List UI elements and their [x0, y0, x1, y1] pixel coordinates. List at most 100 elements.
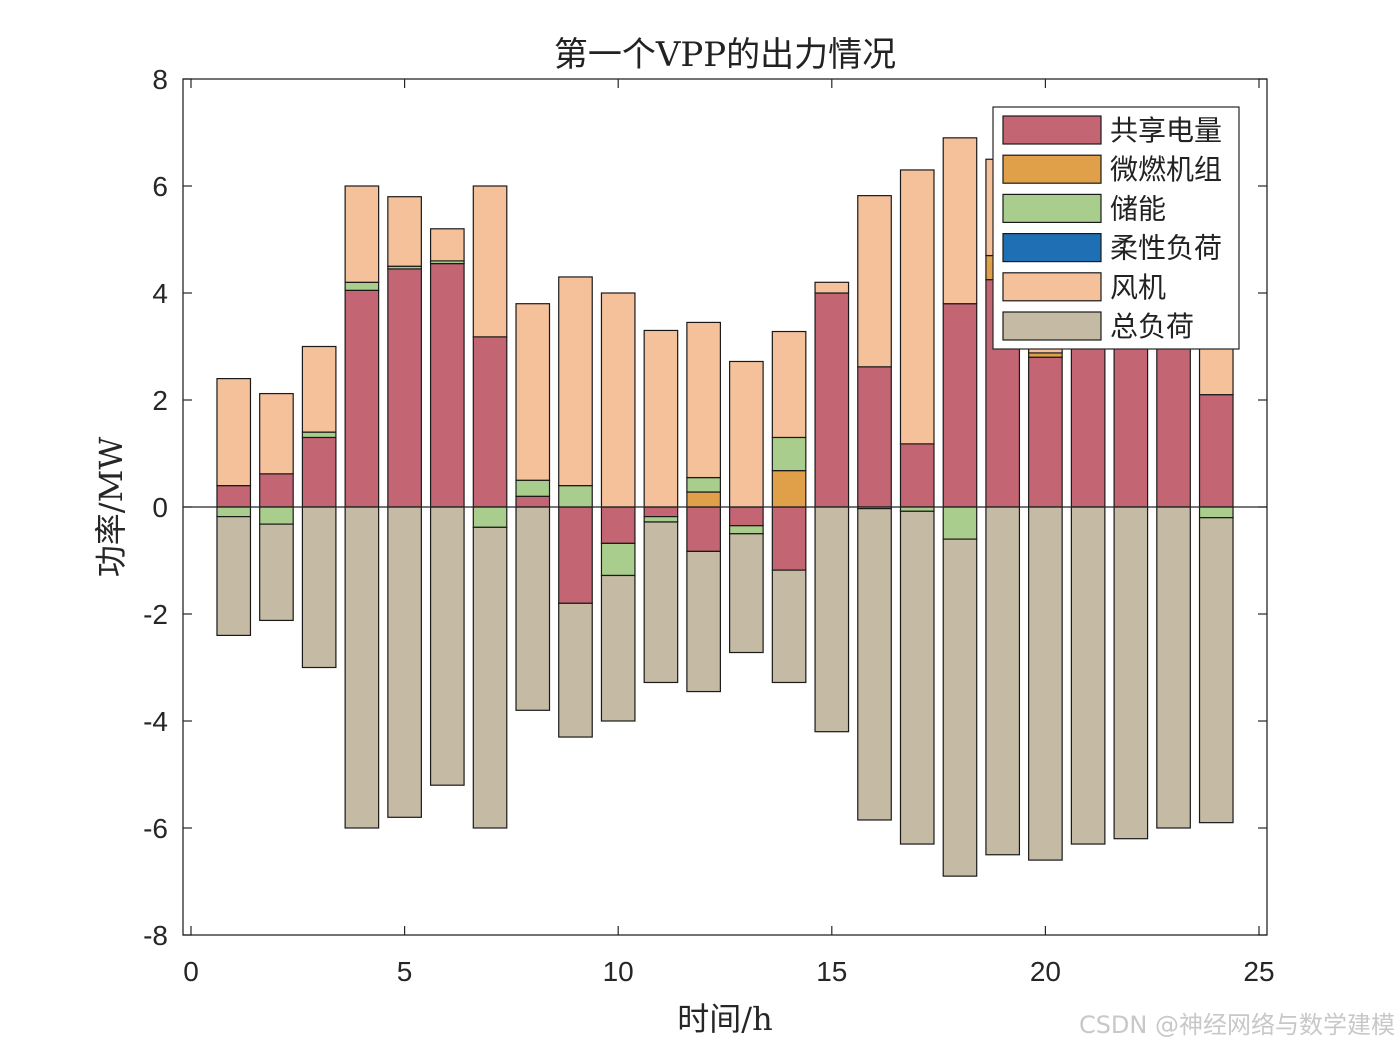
bar-segment-s5-h24: [1198, 517, 1234, 824]
y-tick-label: -4: [143, 706, 168, 737]
bar-segment-s5-h9: [558, 602, 593, 738]
legend-label-0: 共享电量: [1110, 114, 1222, 147]
bar-segment-s4-h8: [515, 303, 551, 481]
bar-segment-s0-h17: [899, 443, 935, 508]
legend-swatch-1: [1002, 154, 1102, 184]
legend-label-5: 总负荷: [1110, 310, 1194, 343]
bar-segment-s4-h15: [814, 281, 850, 294]
y-tick-label: -8: [143, 920, 168, 951]
y-tick-label: -2: [143, 599, 168, 630]
bar-segment-s2-h7: [472, 506, 508, 528]
y-tick-label: 0: [152, 492, 168, 523]
bar-segment-s2-h14: [771, 436, 807, 472]
legend-swatch-4: [1002, 272, 1102, 302]
bar-segment-s5-h22: [1113, 506, 1149, 840]
bar-segment-s0-h8: [515, 495, 551, 508]
bar-segment-s0-h20: [1028, 356, 1063, 508]
bar-segment-s0-h1: [216, 485, 252, 508]
y-tick-label: 4: [152, 278, 168, 309]
bar-segment-s5-h8: [515, 506, 551, 711]
legend-label-4: 风机: [1110, 271, 1166, 304]
legend-box: [992, 106, 1240, 350]
ticks-layer: 0 5 10 15 20 25 -8 -6 -4 -2 0 2 4 6 8: [143, 64, 1274, 987]
bar-segment-s5-h2: [259, 523, 294, 622]
bar-segment-s5-h1: [216, 516, 252, 637]
watermark: CSDN @神经网络与数学建模: [1079, 1011, 1395, 1039]
y-tick-label: 6: [152, 171, 168, 202]
bar-segment-s4-h1: [216, 378, 252, 487]
bar-segment-s2-h2: [259, 506, 294, 525]
bar-segment-s0-h18: [942, 303, 978, 508]
x-tick-label: 10: [603, 956, 634, 987]
bar-segment-s4-h4: [344, 185, 380, 283]
legend-swatch-2: [1002, 193, 1102, 223]
bar-segment-s5-h21: [1070, 506, 1106, 845]
legend-swatch-3: [1002, 233, 1102, 263]
bar-segment-s5-h6: [429, 506, 465, 786]
bar-segment-s1-h12: [686, 491, 721, 508]
bar-segment-s1-h20: [1028, 352, 1063, 358]
chart-title: 第一个VPP的出力情况: [554, 35, 896, 75]
bar-segment-s4-h9: [558, 276, 593, 487]
bar-segment-s0-h4: [344, 289, 380, 508]
bar-segment-s2-h9: [558, 485, 593, 508]
bar-segment-s0-h15: [814, 292, 850, 508]
x-tick-label: 15: [816, 956, 847, 987]
bar-segment-s4-h12: [686, 321, 721, 479]
y-tick-label: -6: [143, 813, 168, 844]
bar-segment-s4-h14: [771, 330, 807, 439]
bar-segment-s0-h24: [1198, 394, 1234, 508]
bar-segment-s4-h7: [472, 185, 508, 338]
bar-segment-s4-h6: [429, 228, 465, 262]
bar-segment-s5-h17: [899, 510, 935, 845]
bar-segment-s0-h7: [472, 336, 508, 508]
bar-segment-s5-h18: [942, 538, 978, 877]
bar-segment-s4-h11: [643, 329, 679, 508]
bar-segment-s5-h16: [857, 508, 892, 821]
bar-segment-s4-h5: [387, 196, 422, 267]
bar-segment-s2-h12: [686, 476, 721, 493]
legend-label-1: 微燃机组: [1110, 153, 1222, 186]
bar-segment-s0-h10: [600, 506, 636, 544]
bar-segment-s1-h14: [771, 470, 807, 508]
bar-segment-s4-h17: [899, 169, 935, 445]
y-tick-label: 8: [152, 64, 168, 95]
bar-segment-s4-h24: [1198, 345, 1234, 396]
bar-segment-s2-h11: [643, 516, 679, 523]
bar-segment-s5-h3: [301, 506, 337, 669]
x-tick-label: 0: [183, 956, 199, 987]
legend-label-2: 储能: [1110, 192, 1166, 225]
x-tick-label: 5: [397, 956, 413, 987]
bar-segment-s5-h11: [643, 521, 679, 684]
bar-segment-s4-h10: [600, 292, 636, 508]
bar-segment-s4-h2: [259, 392, 294, 475]
x-axis-label: 时间/h: [677, 1000, 772, 1038]
bar-segment-s0-h14: [771, 506, 807, 571]
bar-segment-s4-h13: [729, 360, 764, 508]
bar-segment-s2-h18: [942, 506, 978, 540]
bar-segment-s0-h3: [301, 436, 337, 508]
bar-segment-s2-h3: [301, 431, 337, 439]
bar-segment-s5-h10: [600, 574, 636, 722]
bar-segment-s2-h4: [344, 281, 380, 291]
bar-segment-s0-h2: [259, 473, 294, 508]
legend-swatch-0: [1002, 115, 1102, 145]
bar-segment-s0-h9: [558, 506, 593, 604]
bar-segment-s5-h12: [686, 550, 721, 693]
legend-swatch-5: [1002, 311, 1102, 341]
x-tick-label: 20: [1030, 956, 1061, 987]
bar-segment-s4-h18: [942, 137, 978, 305]
bar-segment-s5-h23: [1156, 506, 1191, 829]
bar-segment-s5-h20: [1028, 506, 1063, 861]
y-axis-label: 功率/MW: [92, 437, 130, 578]
bar-segment-s5-h14: [771, 569, 807, 684]
bar-segment-s5-h5: [387, 506, 422, 818]
bars-layer: [216, 137, 1234, 877]
bar-segment-s5-h15: [814, 506, 850, 733]
x-tick-label: 25: [1243, 956, 1274, 987]
legend-label-3: 柔性负荷: [1110, 232, 1222, 265]
bar-segment-s5-h4: [344, 506, 380, 829]
bar-segment-s0-h12: [686, 506, 721, 553]
